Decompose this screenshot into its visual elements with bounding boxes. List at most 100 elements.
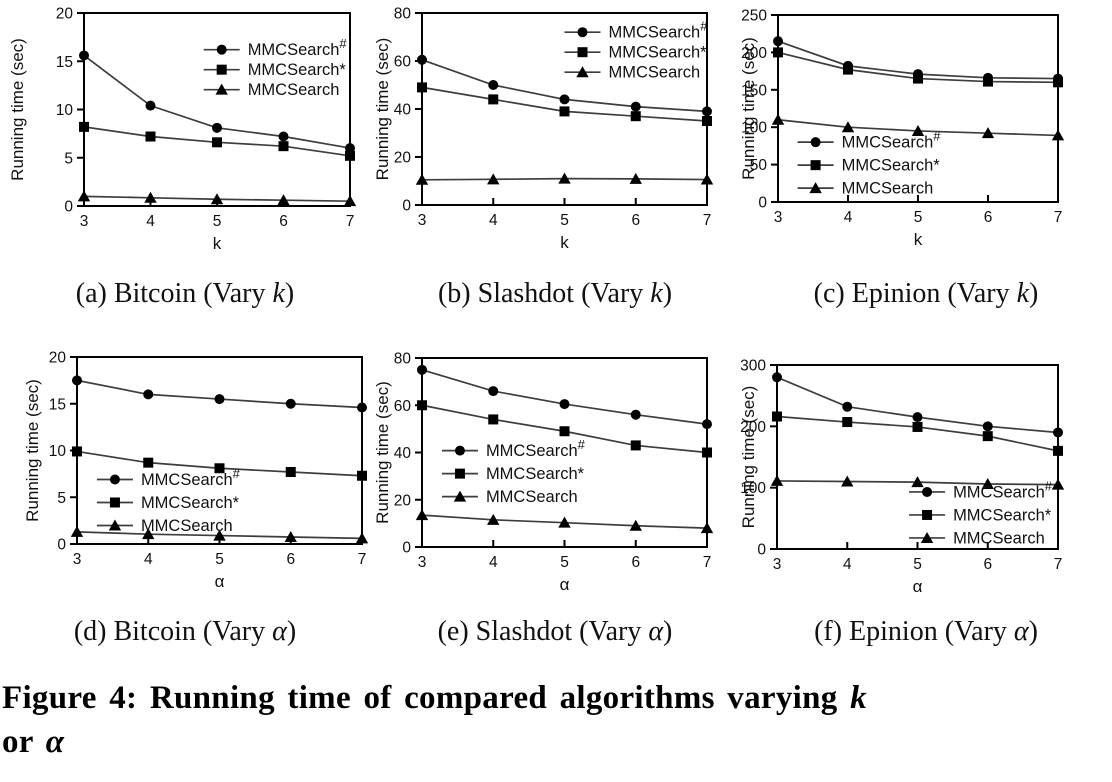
- marker-square: [982, 431, 993, 442]
- subcaption-e-text: (e) Slashdot (Vary: [437, 616, 649, 647]
- marker-circle: [772, 372, 782, 383]
- y-tick-label: 40: [394, 102, 412, 119]
- chart-svg-slashdot-vary-k: 0 20 40 60 80 3 4 5 6 7 k Running time (sec) MMCSear…: [373, 6, 714, 252]
- x-tick-label: 5: [560, 212, 569, 229]
- marker-circle: [216, 44, 227, 55]
- x-tick-label: 3: [80, 213, 89, 230]
- marker-circle: [488, 386, 499, 397]
- marker-square: [772, 411, 782, 422]
- x-tick-label: 3: [73, 551, 82, 568]
- y-tick-label: 15: [49, 396, 66, 413]
- figure-caption-var-alpha: α: [45, 724, 65, 760]
- x-tick-label: 7: [1054, 556, 1063, 573]
- subcaption-row-1: (a) Bitcoin (Vary k) (b) Slashdot (Vary …: [0, 256, 1112, 332]
- legend-label: MMCSearch*: [141, 494, 240, 512]
- y-tick-label: 0: [758, 195, 767, 212]
- subcaption-a-suffix: ): [284, 278, 295, 309]
- legend-label: MMCSearch: [609, 64, 701, 82]
- y-tick-label: 5: [57, 490, 66, 507]
- subcaption-f-var: α: [1013, 616, 1029, 647]
- x-tick-label: 4: [844, 209, 853, 226]
- chart-epinion-vary-alpha: 0 100 200 300 3 4 5 6 7 α Running time (sec) MMCSea…: [739, 342, 1112, 598]
- marker-triangle: [70, 525, 84, 537]
- marker-circle: [559, 399, 570, 410]
- y-tick-label: 250: [741, 8, 767, 25]
- chart-bitcoin-vary-k: 0 5 10 15 20 3 4 5 6 7 k Running time (sec) MMCSearc…: [0, 0, 370, 256]
- y-tick-label: 0: [757, 542, 766, 559]
- marker-triangle: [771, 113, 785, 125]
- marker-square: [810, 160, 821, 171]
- marker-triangle: [213, 529, 226, 541]
- marker-triangle: [576, 66, 589, 78]
- marker-square: [843, 64, 853, 75]
- x-tick-label: 5: [213, 213, 222, 230]
- marker-circle: [212, 122, 222, 133]
- marker-square: [842, 417, 853, 428]
- marker-circle: [109, 474, 120, 485]
- marker-triangle: [629, 519, 642, 531]
- y-tick-label: 10: [49, 443, 67, 460]
- marker-square: [559, 106, 570, 117]
- chart-svg-bitcoin-vary-alpha: 0 5 10 15 20 3 4 5 6 7 α Running time (sec) MMCSearc…: [23, 350, 369, 591]
- x-tick-label: 4: [144, 551, 153, 568]
- legend-label: MMCSearch#: [141, 466, 241, 489]
- y-tick-label: 0: [57, 537, 66, 554]
- marker-circle: [345, 143, 355, 154]
- x-tick-label: 5: [913, 556, 922, 573]
- figure-caption-line-2: or α: [2, 720, 1112, 764]
- marker-square: [345, 150, 355, 161]
- subcaption-a: (a) Bitcoin (Vary k): [0, 278, 370, 310]
- legend-label: MMCSearch: [953, 529, 1045, 547]
- marker-square: [559, 426, 570, 437]
- marker-square: [577, 47, 588, 58]
- marker-square: [922, 509, 933, 520]
- marker-triangle: [415, 509, 429, 521]
- marker-triangle: [629, 172, 642, 184]
- subcaption-c-var: k: [1016, 278, 1030, 309]
- marker-circle: [488, 80, 499, 90]
- x-tick-label: 4: [489, 554, 498, 571]
- x-tick-label: 4: [146, 213, 155, 230]
- x-tick-label: 7: [346, 213, 355, 230]
- marker-triangle: [210, 193, 224, 205]
- y-tick-label: 100: [740, 480, 766, 497]
- y-tick-label: 20: [394, 492, 412, 509]
- marker-circle: [912, 412, 923, 423]
- marker-circle: [559, 94, 570, 105]
- x-tick-label: 7: [1054, 209, 1063, 226]
- figure-caption-line-1: Figure 4: Running time of compared algor…: [2, 676, 1112, 720]
- marker-circle: [357, 402, 367, 413]
- subcaption-b: (b) Slashdot (Vary k): [370, 278, 740, 310]
- y-axis-label: Running time (sec): [373, 38, 392, 181]
- legend-label: MMCSearch#: [486, 437, 586, 460]
- marker-square: [79, 121, 89, 132]
- marker-circle: [278, 131, 289, 142]
- subcaption-f-suffix: ): [1028, 616, 1038, 647]
- x-axis-label: α: [913, 577, 923, 596]
- y-tick-label: 60: [394, 398, 412, 415]
- marker-triangle: [841, 121, 855, 133]
- marker-triangle: [108, 519, 122, 531]
- marker-square: [1053, 445, 1063, 456]
- x-tick-label: 7: [358, 551, 367, 568]
- marker-square: [212, 137, 222, 148]
- marker-square: [488, 414, 499, 425]
- x-tick-label: 5: [560, 554, 569, 571]
- legend-label: MMCSearch#: [953, 478, 1053, 501]
- chart-slashdot-vary-alpha: 0 20 40 60 80 3 4 5 6 7 α Running time (sec) MMCSear…: [370, 342, 740, 598]
- marker-triangle: [284, 530, 297, 542]
- legend-label: MMCSearch*: [953, 506, 1052, 524]
- chart-svg-epinion-vary-alpha: 0 100 200 300 3 4 5 6 7 α Running time (sec) MMCSea…: [739, 358, 1065, 596]
- y-tick-label: 60: [394, 54, 412, 71]
- figure-caption-text: Figure 4: Running time of compared algor…: [2, 680, 851, 716]
- marker-circle: [842, 401, 853, 412]
- y-tick-label: 20: [394, 150, 412, 167]
- x-axis-label: α: [560, 575, 570, 594]
- y-tick-label: 100: [741, 120, 767, 137]
- subcaption-e-var: α: [648, 616, 664, 647]
- x-tick-label: 3: [418, 554, 427, 571]
- marker-circle: [454, 445, 465, 456]
- marker-triangle: [981, 127, 995, 139]
- subcaption-b-var: k: [650, 278, 663, 309]
- subcaption-b-suffix: ): [662, 278, 673, 309]
